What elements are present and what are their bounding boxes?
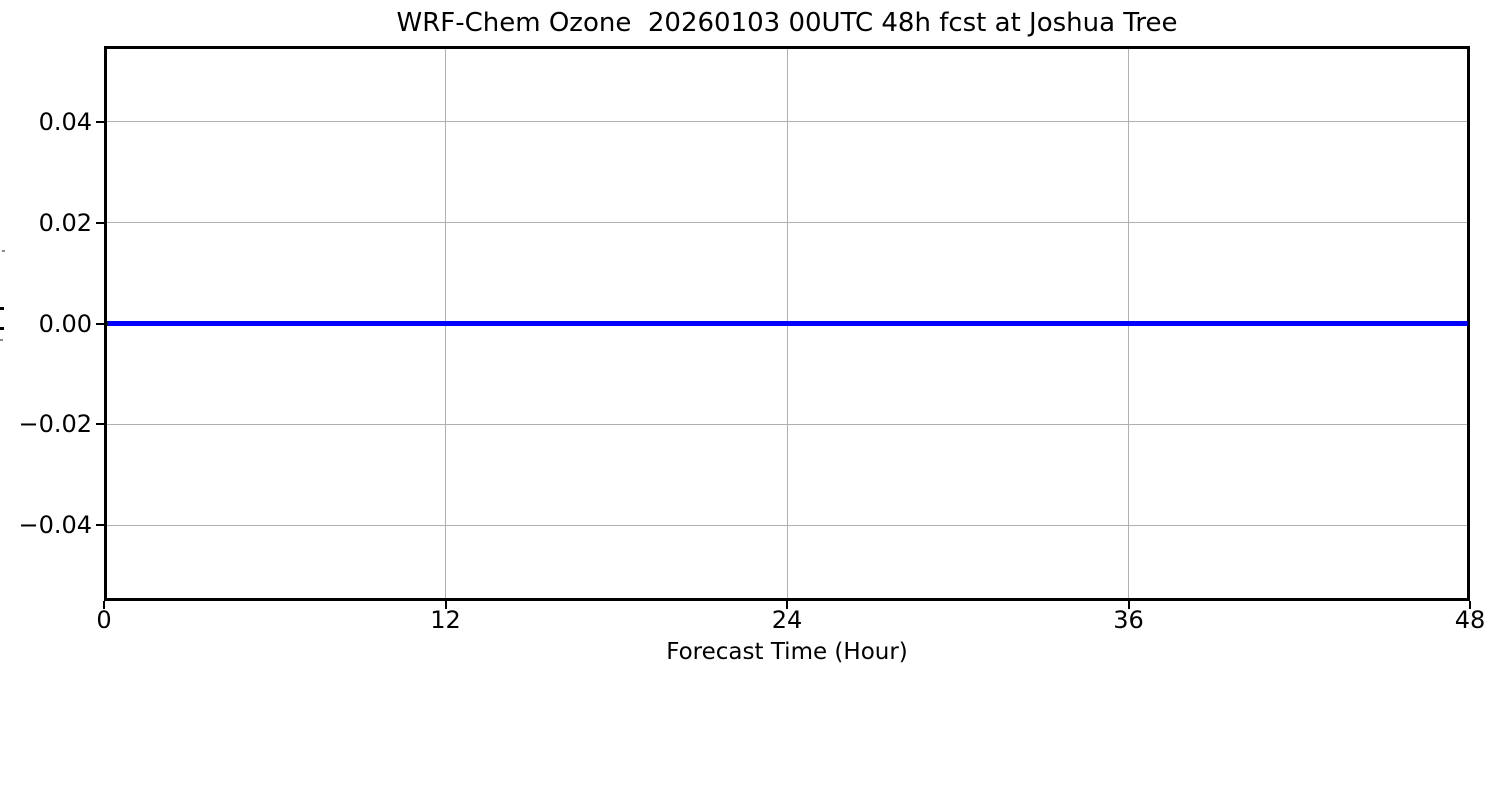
y-tick-mark	[96, 221, 104, 224]
y-tick-label: −0.04	[18, 511, 92, 540]
ylabel-clipped-fragment	[0, 307, 4, 310]
x-axis-label: Forecast Time (Hour)	[666, 639, 908, 665]
ylabel-clipped-fragment	[0, 327, 4, 330]
x-tick-label: 12	[430, 606, 461, 634]
y-tick-mark	[96, 322, 104, 325]
x-tick-label: 36	[1113, 606, 1144, 634]
y-tick-mark	[96, 423, 104, 426]
y-tick-label: 0.00	[38, 309, 92, 338]
x-tick-mark	[786, 601, 788, 609]
x-tick-mark	[1469, 601, 1471, 609]
series-layer	[104, 46, 1470, 601]
y-tick-label: 0.02	[38, 208, 92, 237]
ylabel-clipped-fragment	[0, 339, 3, 341]
x-tick-mark	[444, 601, 447, 609]
plot-area	[104, 46, 1470, 601]
series-plot	[104, 321, 1470, 326]
x-tick-mark	[103, 601, 105, 609]
ylabel-clipped-fragment	[2, 250, 5, 252]
x-tick-label: 48	[1454, 606, 1486, 634]
x-tick-label: 24	[771, 606, 803, 634]
y-tick-label: 0.04	[38, 107, 92, 136]
chart-title: WRF-Chem Ozone 20260103 00UTC 48h fcst a…	[396, 8, 1178, 38]
x-tick-label: 0	[96, 606, 112, 634]
y-tick-label: −0.02	[18, 410, 92, 439]
y-tick-mark	[96, 524, 104, 527]
x-tick-mark	[1127, 601, 1130, 609]
y-tick-mark	[96, 120, 104, 123]
